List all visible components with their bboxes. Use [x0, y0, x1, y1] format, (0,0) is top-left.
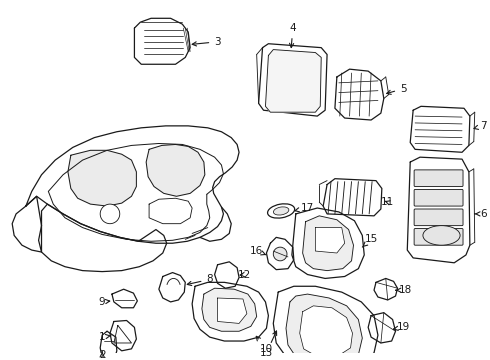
Polygon shape: [218, 298, 247, 323]
Text: 15: 15: [362, 234, 378, 247]
Polygon shape: [407, 157, 470, 263]
FancyBboxPatch shape: [414, 189, 463, 206]
Polygon shape: [266, 50, 321, 112]
Polygon shape: [303, 216, 353, 271]
Polygon shape: [114, 325, 131, 343]
Polygon shape: [323, 179, 382, 216]
Polygon shape: [316, 228, 344, 253]
Text: 10: 10: [256, 336, 273, 354]
Text: 3: 3: [192, 37, 221, 47]
Polygon shape: [267, 237, 294, 270]
Text: 7: 7: [474, 121, 487, 131]
Polygon shape: [149, 198, 192, 224]
Text: 18: 18: [396, 285, 412, 295]
Polygon shape: [374, 278, 397, 300]
Polygon shape: [300, 306, 352, 357]
Polygon shape: [368, 313, 395, 343]
Ellipse shape: [273, 207, 289, 215]
Polygon shape: [292, 208, 364, 278]
Ellipse shape: [268, 204, 294, 218]
Text: 5: 5: [387, 84, 407, 94]
Polygon shape: [12, 196, 42, 252]
Text: 2: 2: [99, 350, 105, 360]
Text: 4: 4: [290, 23, 296, 48]
Polygon shape: [410, 106, 470, 152]
Polygon shape: [202, 288, 257, 331]
Polygon shape: [134, 18, 190, 64]
Text: 12: 12: [238, 270, 251, 279]
Polygon shape: [286, 294, 362, 360]
Polygon shape: [112, 289, 137, 308]
FancyBboxPatch shape: [414, 229, 463, 245]
Polygon shape: [192, 282, 269, 341]
Text: 16: 16: [250, 246, 266, 256]
Text: 1: 1: [99, 332, 111, 342]
Polygon shape: [68, 150, 136, 206]
Circle shape: [273, 247, 287, 261]
Polygon shape: [39, 204, 167, 271]
Polygon shape: [215, 262, 239, 288]
Polygon shape: [273, 286, 378, 360]
FancyBboxPatch shape: [414, 209, 463, 226]
Text: 11: 11: [381, 197, 394, 207]
Text: 6: 6: [475, 209, 487, 219]
Text: 19: 19: [393, 322, 410, 332]
Text: 14: 14: [0, 359, 1, 360]
Circle shape: [100, 204, 120, 224]
Text: 17: 17: [295, 203, 314, 213]
Polygon shape: [110, 320, 136, 351]
Polygon shape: [159, 273, 185, 302]
Text: 9: 9: [99, 297, 110, 307]
Polygon shape: [259, 44, 327, 116]
FancyBboxPatch shape: [414, 170, 463, 186]
Text: 8: 8: [187, 274, 213, 285]
Ellipse shape: [423, 226, 460, 245]
Text: 13: 13: [260, 331, 277, 358]
Polygon shape: [100, 331, 117, 360]
Polygon shape: [146, 144, 205, 196]
Polygon shape: [26, 126, 239, 243]
Polygon shape: [335, 69, 384, 120]
